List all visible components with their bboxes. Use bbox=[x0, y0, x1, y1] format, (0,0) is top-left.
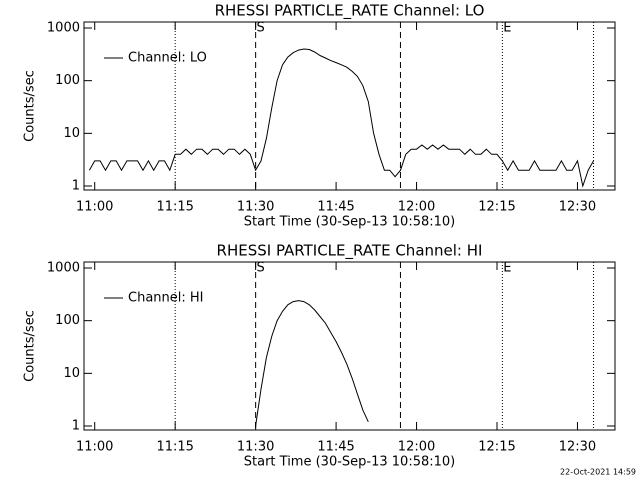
y-axis-label: Counts/sec bbox=[23, 310, 38, 382]
x-axis-label: Start Time (30-Sep-13 10:58:10) bbox=[244, 455, 455, 470]
y-tick-label: 10 bbox=[63, 366, 80, 381]
x-tick-label: 11:30 bbox=[237, 200, 274, 215]
x-tick-label: 12:00 bbox=[398, 200, 435, 215]
x-tick-label: 11:15 bbox=[156, 200, 193, 215]
y-tick-label: 1000 bbox=[47, 21, 80, 36]
marker-label: E bbox=[503, 261, 511, 276]
marker-label: S bbox=[257, 21, 265, 36]
x-tick-label: 11:30 bbox=[237, 440, 274, 455]
y-tick-label: 10 bbox=[63, 126, 80, 141]
x-axis-label: Start Time (30-Sep-13 10:58:10) bbox=[244, 215, 455, 230]
plot-frame bbox=[83, 261, 616, 431]
marker-label: S bbox=[257, 261, 265, 276]
plot-frame bbox=[83, 21, 616, 191]
y-axis-label: Counts/sec bbox=[23, 70, 38, 142]
footer: 22-Oct-2021 14:59 bbox=[560, 468, 636, 477]
y-tick-label: 1 bbox=[72, 179, 80, 194]
x-tick-label: 11:15 bbox=[156, 440, 193, 455]
x-tick-label: 11:45 bbox=[317, 200, 354, 215]
y-tick-label: 100 bbox=[55, 313, 80, 328]
x-tick-label: 12:30 bbox=[559, 200, 596, 215]
x-tick-label: 12:15 bbox=[478, 440, 515, 455]
marker-label: E bbox=[503, 21, 511, 36]
x-tick-label: 12:00 bbox=[398, 440, 435, 455]
y-tick-label: 1000 bbox=[47, 261, 80, 276]
x-tick-label: 11:00 bbox=[76, 440, 113, 455]
y-tick-label: 100 bbox=[55, 73, 80, 88]
legend-label: Channel: HI bbox=[128, 291, 204, 306]
x-tick-label: 12:30 bbox=[559, 440, 596, 455]
x-tick-label: 12:15 bbox=[478, 200, 515, 215]
legend-label: Channel: LO bbox=[128, 51, 207, 66]
chart-title: RHESSI PARTICLE_RATE Channel: HI bbox=[217, 242, 483, 261]
data-line bbox=[88, 48, 594, 188]
data-line bbox=[255, 300, 369, 427]
chart-title: RHESSI PARTICLE_RATE Channel: LO bbox=[215, 2, 485, 21]
x-tick-label: 11:00 bbox=[76, 200, 113, 215]
y-tick-label: 1 bbox=[72, 419, 80, 434]
x-tick-label: 11:45 bbox=[317, 440, 354, 455]
